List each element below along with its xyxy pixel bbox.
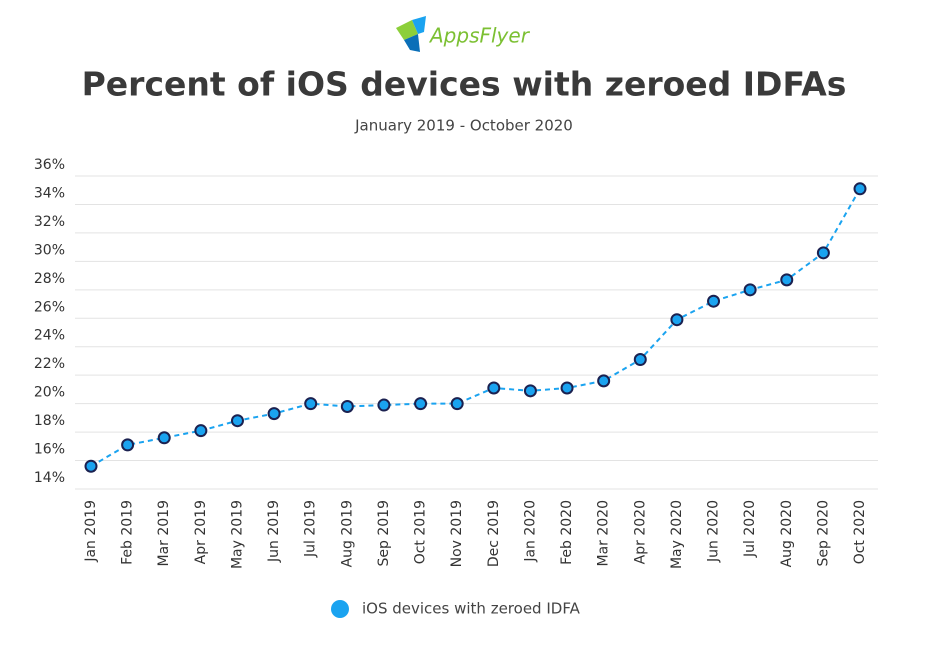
y-tick-label: 22%: [34, 356, 65, 372]
x-tick-label: Oct 2019: [413, 500, 429, 564]
x-tick-label: May 2019: [229, 500, 245, 569]
x-tick-label: Jun 2019: [266, 500, 282, 563]
x-tick-label: Feb 2020: [559, 500, 575, 565]
logo-icon: [412, 16, 426, 34]
x-tick-label: Mar 2019: [156, 500, 172, 567]
data-point: [414, 397, 428, 411]
x-tick-label: Sep 2020: [815, 500, 831, 566]
data-point: [597, 374, 611, 388]
data-point: [487, 381, 501, 395]
x-tick-label: Jan 2019: [83, 500, 99, 563]
data-point: [523, 384, 537, 398]
x-tick-label: May 2020: [669, 500, 685, 569]
y-tick-label: 28%: [34, 271, 65, 287]
legend-marker: [331, 600, 349, 618]
x-tick-label: Mar 2020: [596, 500, 612, 567]
data-point: [560, 381, 574, 395]
data-point: [816, 246, 830, 260]
y-tick-label: 24%: [34, 328, 65, 344]
y-tick-label: 30%: [34, 242, 65, 258]
y-tick-label: 18%: [34, 413, 65, 429]
logo-icon: [396, 20, 418, 40]
data-point: [304, 397, 318, 411]
x-tick-label: Jul 2020: [742, 500, 758, 558]
y-tick-label: 32%: [34, 214, 65, 230]
x-tick-label: Jan 2020: [522, 500, 538, 563]
data-point: [84, 459, 98, 473]
data-point: [633, 353, 647, 367]
x-tick-label: Jul 2019: [303, 500, 319, 558]
x-tick-label: Apr 2020: [632, 500, 648, 564]
data-point: [670, 313, 684, 327]
chart-subtitle: January 2019 - October 2020: [354, 117, 573, 135]
logo-icon: [404, 34, 420, 52]
y-tick-label: 34%: [34, 185, 65, 201]
x-tick-label: Nov 2019: [449, 500, 465, 567]
x-tick-label: Aug 2020: [779, 500, 795, 567]
y-tick-label: 16%: [34, 442, 65, 458]
y-tick-label: 14%: [34, 470, 65, 486]
x-tick-label: Jun 2020: [706, 500, 722, 563]
data-point: [377, 398, 391, 412]
x-tick-label: Apr 2019: [193, 500, 209, 564]
data-point: [157, 431, 171, 445]
chart-title: Percent of iOS devices with zeroed IDFAs: [82, 65, 847, 104]
x-tick-label: Dec 2019: [486, 500, 502, 567]
data-point: [450, 397, 464, 411]
series-line: [90, 188, 861, 468]
y-tick-label: 20%: [34, 385, 65, 401]
data-point: [743, 283, 757, 297]
data-point: [853, 182, 867, 196]
data-point: [194, 424, 208, 438]
y-tick-label: 26%: [34, 299, 65, 315]
data-point: [121, 438, 135, 452]
data-point: [780, 273, 794, 287]
data-point: [340, 399, 354, 413]
x-tick-label: Feb 2019: [120, 500, 136, 565]
data-point: [267, 407, 281, 421]
y-tick-label: 36%: [34, 157, 65, 173]
x-tick-label: Oct 2020: [852, 500, 868, 564]
x-tick-label: Sep 2019: [376, 500, 392, 566]
brand: AppsFlyer: [428, 24, 531, 48]
data-point: [707, 294, 721, 308]
logo: AppsFlyer: [396, 16, 531, 52]
data-point: [230, 414, 244, 428]
x-tick-label: Aug 2019: [339, 500, 355, 567]
legend-label: iOS devices with zeroed IDFA: [362, 600, 581, 618]
